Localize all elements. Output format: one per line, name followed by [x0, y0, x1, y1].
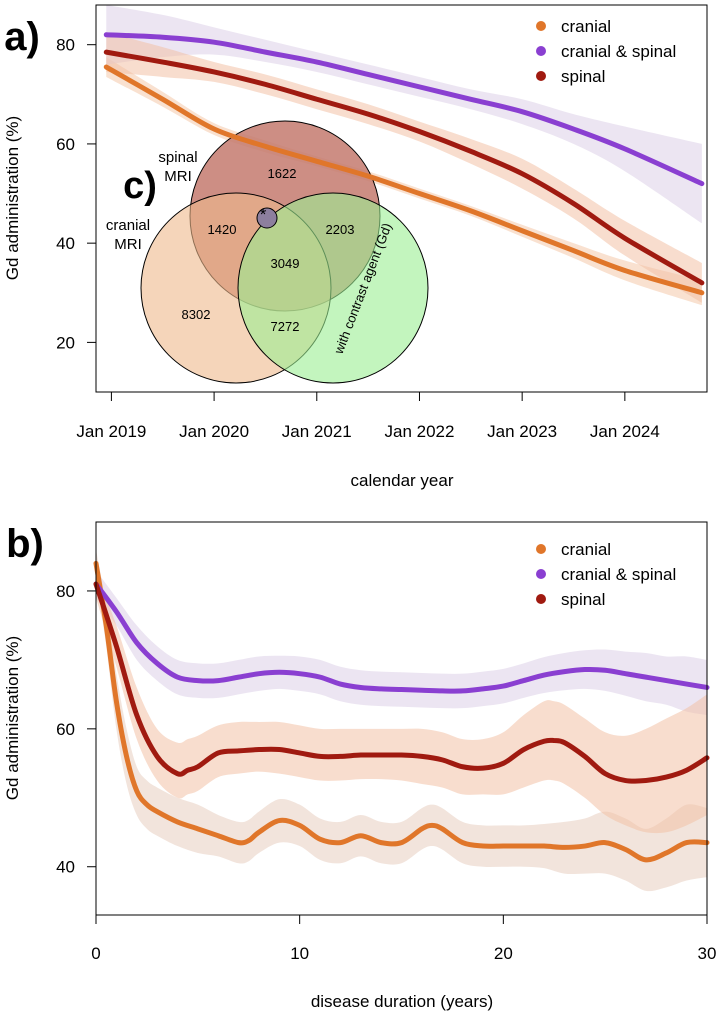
venn-circle-contrast-agent: [237, 192, 429, 384]
panel-a-x-tick-label: Jan 2022: [384, 422, 454, 441]
venn-value-spinal-gd: 2203: [326, 222, 355, 237]
panel-a-line-spinal: [103, 49, 705, 286]
panel-a: * 1622 1420 2203 3049 8302 7272 spinal M…: [3, 4, 708, 490]
panel-label-b: b): [6, 522, 44, 566]
panel-b-line-cranial: [93, 560, 710, 863]
panel-a-legend-marker-cranial-and-spinal: [536, 46, 546, 56]
panel-a-line-cranial-and-spinal: [103, 32, 705, 187]
panel-b-line-spinal: [93, 581, 710, 784]
panel-label-c: c): [123, 165, 157, 207]
venn-value-all-three: 3049: [271, 256, 300, 271]
venn-label-cranial: cranial: [106, 217, 150, 234]
panel-a-legend-label-cranial: cranial: [561, 17, 611, 36]
venn-label-cranial-mri: MRI: [114, 236, 142, 253]
panel-b-lines: [93, 560, 710, 863]
panel-b-y-tick-label: 80: [56, 582, 75, 601]
panel-a-x-tick-label: Jan 2021: [282, 422, 352, 441]
panel-b-legend: cranial cranial & spinal spinal: [536, 540, 676, 609]
venn-label-spinal: spinal: [158, 149, 197, 166]
panel-a-y-tick-label: 80: [56, 36, 75, 55]
panel-a-band-cranial-and-spinal: [106, 5, 702, 224]
venn-small-circle: [256, 207, 278, 229]
panel-a-line-cranial: [103, 64, 705, 296]
panel-b: 0 10 20 30 40 60 80 cranial cranial & spinal spi…: [3, 521, 716, 1011]
panel-a-band-spinal: [106, 32, 702, 303]
panel-b-x-tick-label: 30: [698, 944, 717, 963]
panel-a-x-tick-label: Jan 2019: [76, 422, 146, 441]
venn-value-cranial-only: 8302: [182, 307, 211, 322]
panel-b-confidence-bands: [96, 549, 707, 892]
panel-b-x-tick-label: 0: [91, 944, 100, 963]
panel-a-legend-label-cranial-and-spinal: cranial & spinal: [561, 42, 676, 61]
venn-inset: * 1622 1420 2203 3049 8302 7272 spinal M…: [106, 120, 429, 384]
panel-b-x-axis-title: disease duration (years): [311, 992, 493, 1011]
panel-a-legend: cranial cranial & spinal spinal: [536, 17, 676, 86]
panel-b-legend-label-spinal: spinal: [561, 590, 605, 609]
panel-b-axes: 0 10 20 30 40 60 80: [56, 582, 716, 963]
venn-label-spinal-mri: MRI: [164, 168, 192, 185]
panel-b-band-spinal: [96, 570, 707, 834]
panel-b-legend-marker-cranial-and-spinal: [536, 569, 546, 579]
panel-b-band-cranial: [96, 549, 707, 892]
panel-b-x-tick-label: 20: [494, 944, 513, 963]
panel-b-y-tick-label: 60: [56, 720, 75, 739]
venn-value-cranial-spinal: 1420: [208, 222, 237, 237]
panel-label-a: a): [4, 15, 40, 59]
panel-a-x-tick-label: Jan 2024: [590, 422, 660, 441]
panel-b-legend-marker-spinal: [536, 594, 546, 604]
panel-a-y-tick-label: 20: [56, 333, 75, 352]
panel-b-y-tick-label: 40: [56, 858, 75, 877]
panel-a-x-tick-label: Jan 2023: [487, 422, 557, 441]
panel-b-legend-label-cranial-and-spinal: cranial & spinal: [561, 565, 676, 584]
panel-b-legend-label-cranial: cranial: [561, 540, 611, 559]
panel-b-legend-marker-cranial: [536, 544, 546, 554]
venn-value-spinal-only: 1622: [268, 166, 297, 181]
panel-a-x-tick-label: Jan 2020: [179, 422, 249, 441]
panel-a-y-tick-label: 40: [56, 234, 75, 253]
panel-a-x-axis-title: calendar year: [350, 471, 453, 490]
panel-a-legend-label-spinal: spinal: [561, 67, 605, 86]
panel-a-lines: [103, 32, 705, 296]
panel-a-y-tick-label: 60: [56, 135, 75, 154]
panel-a-axes: Jan 2019 Jan 2020 Jan 2021 Jan 2022 Jan 2023…: [56, 36, 660, 441]
panel-b-x-tick-label: 10: [290, 944, 309, 963]
panel-b-line-cranial-and-spinal: [93, 581, 710, 694]
panel-a-legend-marker-spinal: [536, 71, 546, 81]
panel-a-legend-marker-cranial: [536, 21, 546, 31]
panel-b-y-axis-title: Gd administration (%): [3, 636, 22, 800]
panel-b-band-cranial-and-spinal: [96, 570, 707, 716]
panel-a-y-axis-title: Gd administration (%): [3, 116, 22, 280]
venn-value-cranial-gd: 7272: [271, 319, 300, 334]
venn-asterisk: *: [260, 205, 267, 224]
